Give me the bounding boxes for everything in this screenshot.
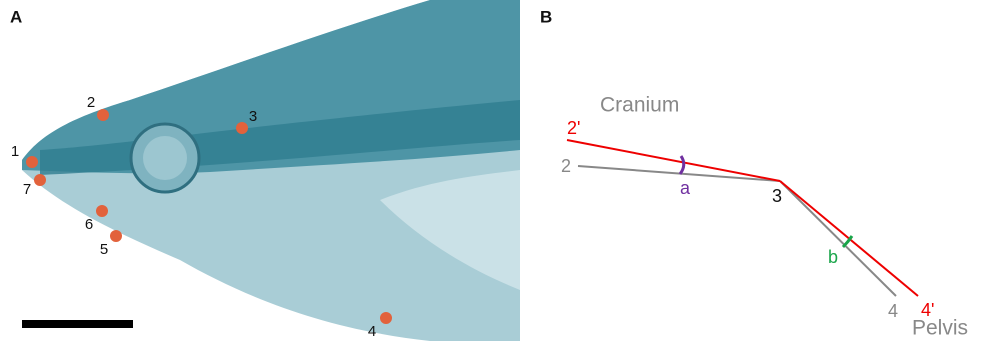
angle-label: a bbox=[680, 178, 691, 198]
cranium-label: Cranium bbox=[600, 94, 679, 117]
landmark-label: 1 bbox=[11, 143, 19, 160]
landmark-label: 5 bbox=[100, 241, 108, 258]
point-label: 2 bbox=[561, 156, 571, 176]
landmark-dot bbox=[236, 122, 248, 134]
panel-label: A bbox=[10, 7, 22, 26]
landmark-label: 3 bbox=[249, 108, 257, 125]
landmark-label: 4 bbox=[368, 323, 376, 340]
landmark-label: 2 bbox=[87, 94, 95, 111]
point-label: 4' bbox=[921, 300, 934, 320]
scale-bar bbox=[22, 320, 133, 328]
panel-label: B bbox=[540, 7, 552, 26]
page: A 1 2 3 4 5 6 7 B Cranium Pelvis 2' 2 3 … bbox=[0, 0, 983, 341]
landmark-label: 7 bbox=[23, 181, 31, 198]
landmark-dot bbox=[97, 109, 109, 121]
landmark-dot bbox=[380, 312, 392, 324]
pelvis-label: Pelvis bbox=[912, 317, 968, 340]
landmark-dot bbox=[96, 205, 108, 217]
point-label: 3 bbox=[772, 186, 782, 206]
point-label: 4 bbox=[888, 301, 898, 321]
point-label: 2' bbox=[567, 118, 580, 138]
figure: A 1 2 3 4 5 6 7 B Cranium Pelvis 2' 2 3 … bbox=[0, 0, 983, 341]
angle-diagram bbox=[567, 140, 918, 296]
landmark-dot bbox=[34, 174, 46, 186]
angle-label: b bbox=[828, 247, 838, 267]
landmark-dot bbox=[26, 156, 38, 168]
fish-photo bbox=[22, 0, 520, 341]
landmark-label: 6 bbox=[85, 216, 93, 233]
landmark-dot bbox=[110, 230, 122, 242]
